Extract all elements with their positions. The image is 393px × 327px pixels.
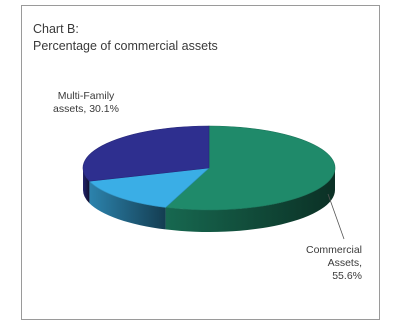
chart-frame: Chart B: Percentage of commercial assets… <box>21 5 380 320</box>
data-label-multi-family: Multi-Family assets, 30.1% <box>46 90 126 116</box>
pie-chart <box>82 125 345 240</box>
data-label-line: 55.6% <box>332 270 362 282</box>
pie-slice <box>164 125 336 211</box>
data-label-line: Commercial <box>305 244 362 256</box>
pie-slice <box>88 167 210 208</box>
chart-subtitle: Percentage of commercial assets <box>33 39 218 53</box>
data-label-line: Assets, <box>327 257 362 269</box>
pie-slice <box>82 125 210 182</box>
chart-title: Chart B: <box>33 22 79 36</box>
data-label-line: Multi-Family <box>57 90 115 102</box>
pie-slice-side <box>89 181 166 230</box>
pie-slice-side <box>165 168 335 232</box>
pie-slice-side <box>83 168 90 204</box>
data-label-line: assets, 30.1% <box>53 103 119 115</box>
data-label-commercial: Commercial Assets, 55.6% <box>282 244 362 283</box>
leader-line <box>327 193 345 240</box>
